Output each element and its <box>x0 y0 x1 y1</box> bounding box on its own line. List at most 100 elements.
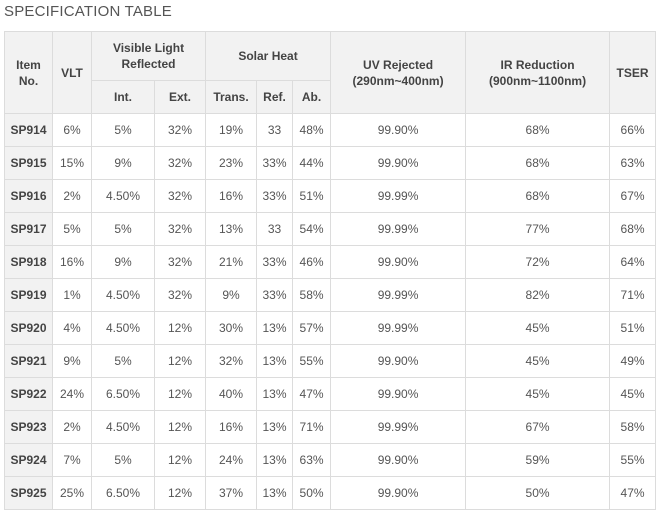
cell-ir-reduction: 72% <box>465 245 611 279</box>
cell-ab: 47% <box>292 377 332 411</box>
cell-item-no: SP924 <box>4 443 53 477</box>
cell-ir-reduction: 68% <box>465 179 611 213</box>
cell-ext: 32% <box>153 179 207 213</box>
cell-uv-rejected: 99.90% <box>330 245 467 279</box>
cell-int: 9% <box>91 146 155 180</box>
cell-ref: 13% <box>256 344 294 378</box>
cell-trans: 16% <box>205 410 258 444</box>
cell-tser: 45% <box>609 377 657 411</box>
cell-ref: 13% <box>256 476 294 510</box>
cell-vlt: 2% <box>52 179 92 213</box>
cell-ref: 13% <box>256 443 294 477</box>
header-solar-heat: Solar Heat <box>205 31 332 81</box>
header-uv-rejected-label: UV Rejected <box>363 57 434 72</box>
cell-ab: 71% <box>292 410 332 444</box>
cell-ext: 32% <box>153 212 207 246</box>
cell-trans: 23% <box>205 146 258 180</box>
cell-ref: 33 <box>256 113 294 147</box>
cell-vlt: 6% <box>52 113 92 147</box>
cell-ref: 13% <box>256 311 294 345</box>
cell-uv-rejected: 99.90% <box>330 146 467 180</box>
cell-int: 4.50% <box>91 179 155 213</box>
cell-vlt: 1% <box>52 278 92 312</box>
cell-ref: 33% <box>256 245 294 279</box>
cell-vlt: 15% <box>52 146 92 180</box>
cell-vlt: 7% <box>52 443 92 477</box>
cell-vlt: 2% <box>52 410 92 444</box>
cell-ext: 12% <box>153 443 207 477</box>
table-row: SP922 24% 6.50% 12% 40% 13% 47% 99.90% 45% 45% <box>4 377 657 411</box>
header-ext: Ext. <box>153 80 207 114</box>
cell-uv-rejected: 99.99% <box>330 212 467 246</box>
cell-ref: 33% <box>256 179 294 213</box>
cell-int: 9% <box>91 245 155 279</box>
cell-ab: 57% <box>292 311 332 345</box>
table-body: SP914 6% 5% 32% 19% 33 48% 99.90% 68% 66% SP915 15%… <box>4 113 657 510</box>
cell-ref: 33 <box>256 212 294 246</box>
cell-vlt: 9% <box>52 344 92 378</box>
cell-tser: 49% <box>609 344 657 378</box>
cell-trans: 13% <box>205 212 258 246</box>
cell-ref: 33% <box>256 278 294 312</box>
table-row: SP924 7% 5% 12% 24% 13% 63% 99.90% 59% 55% <box>4 443 657 477</box>
page-title: SPECIFICATION TABLE <box>4 3 173 20</box>
cell-vlt: 4% <box>52 311 92 345</box>
cell-trans: 32% <box>205 344 258 378</box>
header-row-top: Item No. VLT Visible Light Reflected Sol… <box>4 31 657 114</box>
table-row: SP919 1% 4.50% 32% 9% 33% 58% 99.99% 82% 71% <box>4 278 657 312</box>
cell-tser: 47% <box>609 476 657 510</box>
cell-item-no: SP916 <box>4 179 53 213</box>
cell-trans: 21% <box>205 245 258 279</box>
header-visible-light-reflected: Visible Light Reflected <box>90 31 207 81</box>
cell-ir-reduction: 45% <box>465 344 611 378</box>
cell-int: 5% <box>91 212 155 246</box>
cell-ext: 12% <box>153 311 207 345</box>
cell-item-no: SP914 <box>4 113 53 147</box>
table-row: SP915 15% 9% 32% 23% 33% 44% 99.90% 68% 63% <box>4 146 657 180</box>
cell-tser: 58% <box>609 410 657 444</box>
cell-trans: 19% <box>205 113 258 147</box>
cell-ir-reduction: 45% <box>465 377 611 411</box>
table-row: SP925 25% 6.50% 12% 37% 13% 50% 99.90% 50% 47% <box>4 476 657 510</box>
header-uv-rejected-range: (290nm~400nm) <box>352 73 444 88</box>
header-vlt: VLT <box>52 31 92 114</box>
cell-ir-reduction: 45% <box>465 311 611 345</box>
cell-item-no: SP920 <box>4 311 53 345</box>
header-row-sub: Int. Ext. Trans. Ref. Ab. <box>5 80 656 114</box>
cell-ir-reduction: 68% <box>465 146 611 180</box>
cell-uv-rejected: 99.99% <box>330 311 467 345</box>
cell-ext: 12% <box>153 377 207 411</box>
cell-uv-rejected: 99.99% <box>330 410 467 444</box>
cell-tser: 55% <box>609 443 657 477</box>
cell-int: 4.50% <box>91 311 155 345</box>
cell-ab: 48% <box>292 113 332 147</box>
cell-uv-rejected: 99.99% <box>330 278 467 312</box>
cell-ext: 32% <box>153 278 207 312</box>
header-ref: Ref. <box>256 80 294 114</box>
cell-ir-reduction: 67% <box>465 410 611 444</box>
cell-vlt: 5% <box>52 212 92 246</box>
cell-vlt: 24% <box>52 377 92 411</box>
table-row: SP921 9% 5% 12% 32% 13% 55% 99.90% 45% 49% <box>4 344 657 378</box>
cell-ir-reduction: 68% <box>465 113 611 147</box>
cell-int: 6.50% <box>91 476 155 510</box>
header-ir-reduction-range: (900nm~1100nm) <box>489 73 587 88</box>
cell-ext: 12% <box>153 476 207 510</box>
cell-tser: 64% <box>609 245 657 279</box>
cell-uv-rejected: 99.90% <box>330 377 467 411</box>
cell-ab: 44% <box>292 146 332 180</box>
header-tser: TSER <box>609 31 657 114</box>
table-row: SP923 2% 4.50% 12% 16% 13% 71% 99.99% 67% 58% <box>4 410 657 444</box>
header-ir-reduction-label: IR Reduction <box>500 57 575 72</box>
cell-trans: 16% <box>205 179 258 213</box>
cell-uv-rejected: 99.99% <box>330 179 467 213</box>
header-uv-rejected: UV Rejected (290nm~400nm) <box>330 31 467 114</box>
cell-int: 5% <box>91 113 155 147</box>
cell-item-no: SP925 <box>4 476 53 510</box>
cell-tser: 71% <box>609 278 657 312</box>
cell-ab: 51% <box>292 179 332 213</box>
cell-trans: 37% <box>205 476 258 510</box>
cell-uv-rejected: 99.90% <box>330 344 467 378</box>
cell-item-no: SP918 <box>4 245 53 279</box>
table-row: SP916 2% 4.50% 32% 16% 33% 51% 99.99% 68% 67% <box>4 179 657 213</box>
